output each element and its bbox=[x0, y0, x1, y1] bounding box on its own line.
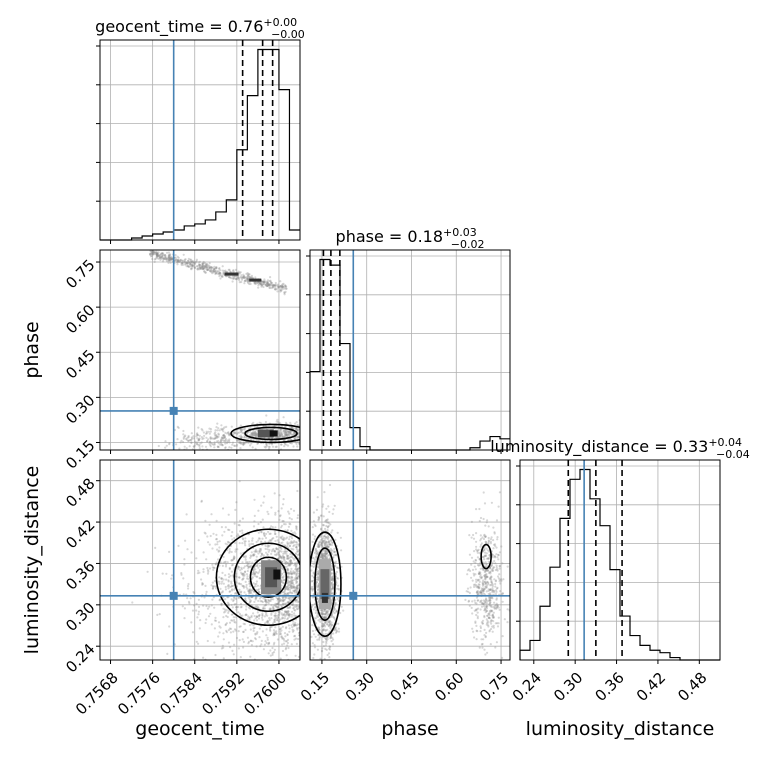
hist-panel-phase: phase = 0.18+0.03 −0.02 bbox=[306, 226, 511, 451]
density-cell bbox=[269, 430, 278, 437]
density-cell bbox=[249, 278, 262, 282]
x-tick-label: 0.48 bbox=[674, 669, 710, 705]
y-tick-label: 0.30 bbox=[62, 391, 98, 427]
x-axis-label-phase: phase bbox=[381, 718, 438, 740]
x-axis-label-luminosity_distance: luminosity_distance bbox=[526, 718, 715, 740]
panel-frame bbox=[99, 39, 301, 241]
panel-frame bbox=[309, 459, 511, 661]
scatter-points bbox=[310, 483, 510, 660]
histogram-luminosity_distance bbox=[519, 468, 720, 661]
y-tick-label: 0.42 bbox=[62, 516, 98, 552]
truth-marker bbox=[169, 406, 178, 415]
scatter-panel-geocent_time-phase bbox=[99, 249, 301, 451]
y-tick-label: 0.36 bbox=[62, 557, 98, 593]
contour bbox=[244, 426, 298, 441]
x-tick-label: 0.36 bbox=[592, 669, 628, 705]
x-tick-labels-phase: 0.15 0.30 0.45 0.60 0.75 bbox=[297, 660, 512, 705]
histogram-geocent_time bbox=[100, 48, 300, 241]
x-tick-label: 0.75 bbox=[476, 669, 512, 705]
contour bbox=[249, 556, 288, 599]
x-axis-label-geocent_time: geocent_time bbox=[135, 718, 264, 740]
scatter-panel-geocent_time-luminosity_distance bbox=[99, 459, 301, 661]
contour bbox=[310, 531, 342, 637]
panel-frame bbox=[309, 249, 511, 451]
x-tick-label: 0.7568 bbox=[72, 669, 122, 719]
density-cell bbox=[320, 569, 330, 600]
contour bbox=[233, 542, 300, 613]
truth-marker bbox=[169, 591, 178, 600]
y-tick-label: 0.45 bbox=[62, 346, 98, 382]
contour bbox=[215, 528, 300, 627]
y-tick-label: 0.75 bbox=[62, 256, 98, 292]
contour bbox=[230, 423, 300, 444]
hist-panel-geocent_time: geocent_time = 0.76+0.00 −0.00 bbox=[95, 16, 305, 241]
x-tick-label: 0.30 bbox=[342, 669, 378, 705]
panel-title-geocent_time: geocent_time = 0.76+0.00 −0.00 bbox=[95, 16, 305, 41]
x-tick-label: 0.7592 bbox=[198, 669, 248, 719]
y-tick-label: 0.60 bbox=[62, 301, 98, 337]
x-tick-label: 0.60 bbox=[431, 669, 467, 705]
y-tick-labels-luminosity_distance: 0.24 0.30 0.36 0.42 0.48 bbox=[62, 475, 100, 676]
density-cell bbox=[273, 569, 281, 580]
y-tick-labels-phase: 0.15 0.30 0.45 0.60 0.75 bbox=[62, 256, 100, 473]
panel-frame bbox=[99, 249, 301, 451]
x-tick-labels-luminosity_distance: 0.24 0.30 0.36 0.42 0.48 bbox=[509, 660, 711, 705]
y-axis-label-phase: phase bbox=[21, 321, 43, 378]
x-tick-label: 0.7600 bbox=[240, 669, 290, 719]
x-tick-label: 0.45 bbox=[386, 669, 422, 705]
truth-marker bbox=[349, 591, 358, 600]
y-tick-label: 0.15 bbox=[62, 436, 98, 472]
panel-title-phase: phase = 0.18+0.03 −0.02 bbox=[336, 226, 485, 251]
density-cell bbox=[257, 429, 274, 438]
y-axis-label-luminosity_distance: luminosity_distance bbox=[21, 466, 43, 655]
scatter-panel-phase-luminosity_distance bbox=[309, 459, 511, 661]
density-cell bbox=[321, 592, 328, 603]
density-cell bbox=[224, 272, 239, 276]
x-tick-label: 0.30 bbox=[550, 669, 586, 705]
scatter-points bbox=[148, 250, 300, 450]
contour bbox=[314, 547, 336, 621]
contour bbox=[480, 543, 492, 570]
x-tick-label: 0.24 bbox=[509, 669, 545, 705]
y-tick-label: 0.30 bbox=[62, 599, 98, 635]
x-tick-label: 0.7576 bbox=[114, 669, 164, 719]
panel-frame bbox=[519, 459, 721, 661]
x-tick-label: 0.7584 bbox=[156, 669, 206, 719]
panel-frame bbox=[99, 459, 301, 661]
scatter-points bbox=[131, 480, 300, 660]
x-tick-label: 0.15 bbox=[297, 669, 333, 705]
x-tick-label: 0.42 bbox=[633, 669, 669, 705]
panel-title-luminosity_distance: luminosity_distance = 0.33+0.04 −0.04 bbox=[490, 436, 750, 461]
hist-panel-luminosity_distance: luminosity_distance = 0.33+0.04 −0.04 bbox=[490, 436, 750, 661]
y-tick-label: 0.24 bbox=[62, 640, 98, 676]
y-tick-label: 0.48 bbox=[62, 475, 98, 511]
